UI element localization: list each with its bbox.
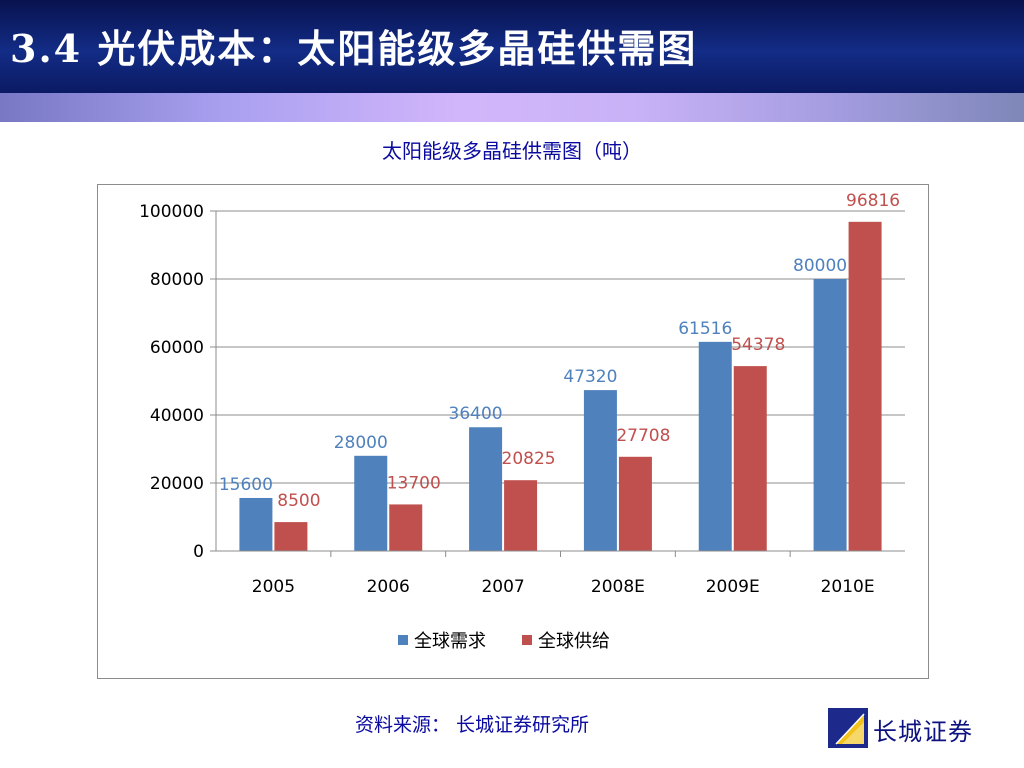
x-tick-label: 2010E	[821, 577, 875, 597]
chart-title: 太阳能级多晶硅供需图（吨）	[382, 139, 642, 163]
demand-data-label: 36400	[449, 404, 503, 424]
demand-data-label: 15600	[219, 475, 273, 495]
demand-data-label: 47320	[563, 367, 617, 387]
supply-bar-2007	[504, 480, 538, 551]
supply-data-label: 27708	[616, 426, 670, 446]
header-stripe	[0, 93, 1024, 122]
supply-bar-2010E	[848, 221, 882, 551]
supply-data-label: 13700	[387, 473, 441, 493]
supply-data-label: 96816	[846, 191, 900, 211]
company-logo: 长城证券	[828, 708, 1018, 748]
demand-data-label: 61516	[678, 319, 732, 339]
demand-bar-2005	[239, 497, 273, 551]
legend-label-demand: 全球需求	[414, 631, 486, 652]
x-tick-label: 2006	[367, 577, 410, 597]
supply-data-label: 20825	[502, 449, 556, 469]
source-note: 资料来源： 长城证券研究所	[355, 714, 590, 736]
x-tick-label: 2008E	[591, 577, 645, 597]
y-tick-label: 60000	[150, 338, 204, 358]
legend-label-supply: 全球供给	[538, 631, 610, 652]
supply-data-label: 54378	[731, 335, 785, 355]
demand-bar-2007	[469, 427, 503, 551]
demand-bar-2008E	[583, 390, 617, 551]
legend-swatch-demand	[398, 635, 408, 645]
demand-bar-2009E	[698, 341, 732, 551]
x-tick-label: 2009E	[706, 577, 760, 597]
slide-header: 3.4 光伏成本：太阳能级多晶硅供需图	[0, 0, 1024, 93]
demand-bar-2010E	[813, 279, 847, 551]
y-tick-label: 40000	[150, 406, 204, 426]
demand-data-label: 80000	[793, 256, 847, 276]
y-tick-label: 100000	[139, 202, 204, 222]
great-wall-logo-icon	[828, 708, 868, 748]
legend-swatch-supply	[522, 635, 532, 645]
demand-bar-2006	[354, 455, 388, 551]
supply-bar-2006	[389, 504, 423, 551]
y-tick-label: 80000	[150, 270, 204, 290]
supply-data-label: 8500	[277, 491, 320, 511]
y-tick-label: 0	[193, 542, 204, 562]
chart-frame: 0 20000 40000 60000 80000 100000 2005 15600 8500…	[97, 184, 929, 679]
logo-text: 长城证券	[873, 718, 973, 746]
bar-chart: 0 20000 40000 60000 80000 100000 2005 156008500…	[139, 191, 905, 652]
y-tick-label: 20000	[150, 474, 204, 494]
demand-data-label: 28000	[334, 433, 388, 453]
supply-bar-2005	[274, 522, 308, 551]
supply-bar-2008E	[618, 456, 652, 551]
x-tick-label: 2005	[252, 577, 295, 597]
supply-bar-2009E	[733, 366, 767, 551]
x-tick-label: 2007	[481, 577, 524, 597]
slide-title: 3.4 光伏成本：太阳能级多晶硅供需图	[10, 26, 698, 71]
